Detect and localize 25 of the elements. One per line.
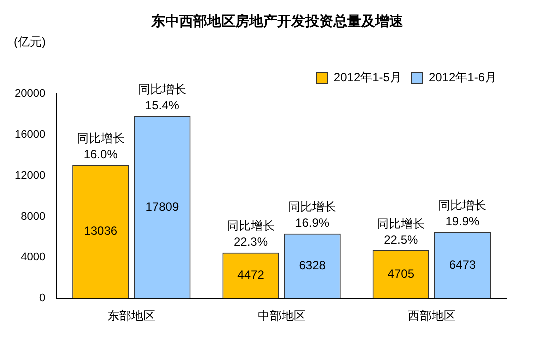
data-label: 6328 xyxy=(299,258,326,273)
legend-label: 2012年1-5月 xyxy=(334,70,402,84)
annotation: 同比增长 19.9% xyxy=(438,198,487,229)
x-tick-label: 中部地区 xyxy=(258,309,306,324)
y-tick-label: 16000 xyxy=(14,128,46,141)
y-tick-label: 12000 xyxy=(14,170,46,182)
annotation: 同比增长 22.3% xyxy=(227,219,276,250)
y-tick-label: 4000 xyxy=(21,252,46,264)
data-label: 13036 xyxy=(84,224,118,238)
annotation: 同比增长 15.4% xyxy=(138,82,186,113)
annotation: 同比增长 16.0% xyxy=(76,132,125,162)
chart-title: 东中西部地区房地产开发投资总量及增速 xyxy=(150,12,404,31)
annotation: 同比增长 22.5% xyxy=(377,216,426,247)
x-tick-label: 东部地区 xyxy=(108,309,156,324)
data-label: 17809 xyxy=(146,200,180,214)
x-tick-label: 西部地区 xyxy=(408,309,456,324)
legend-label: 2012年1-6月 xyxy=(428,70,498,84)
annotation: 同比增长 16.9% xyxy=(288,200,337,230)
y-axis-title: (亿元) xyxy=(13,34,47,51)
y-tick-label: 8000 xyxy=(21,210,46,223)
y-tick-label: 20000 xyxy=(14,88,46,100)
data-label: 4472 xyxy=(238,268,265,282)
y-tick-label: 0 xyxy=(39,292,46,305)
data-label: 4705 xyxy=(388,266,415,281)
data-label: 6473 xyxy=(449,258,476,272)
